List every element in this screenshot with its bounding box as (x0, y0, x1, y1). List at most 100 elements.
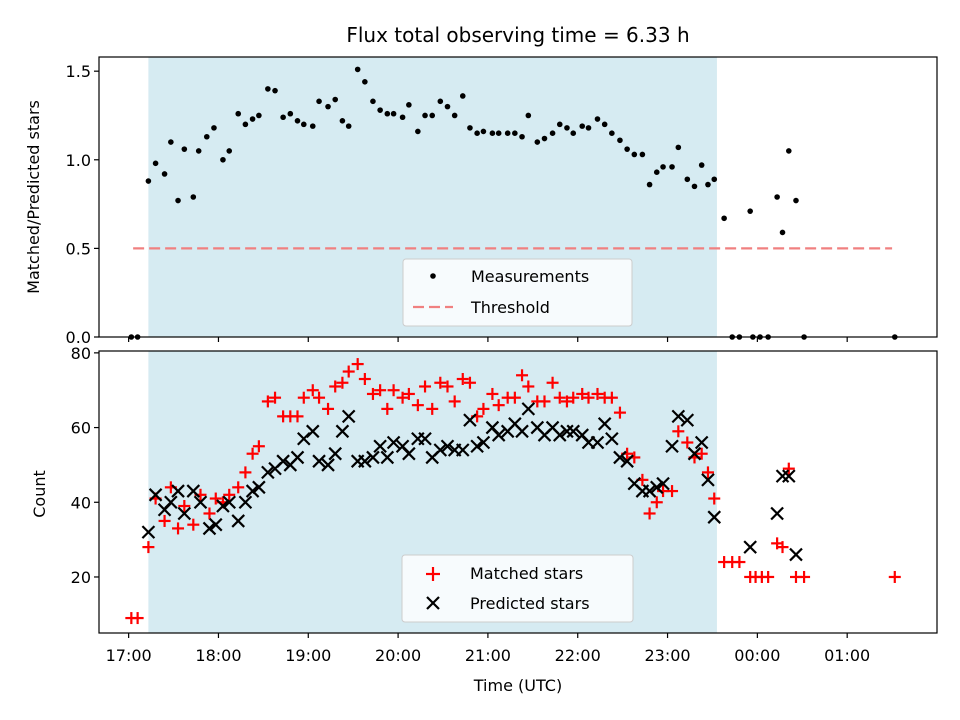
legend-threshold-label: Threshold (470, 298, 550, 317)
bottom-x-tick-label: 23:00 (644, 646, 690, 665)
matched-star-point (336, 376, 349, 389)
predicted-star-point (620, 454, 634, 468)
measurement-point (504, 130, 511, 137)
predicted-star-point (649, 480, 664, 495)
measurement-point (390, 110, 397, 117)
matched-star-point (411, 399, 424, 412)
measurement-point (272, 87, 278, 94)
measurement-point (594, 116, 601, 122)
predicted-star-point (656, 476, 670, 491)
top-y-axis-label: Matched/Predicted stars (24, 100, 43, 294)
predicted-star-point (208, 517, 223, 532)
matched-star-point (477, 402, 490, 415)
predicted-star-point (789, 547, 803, 562)
matched-star-point (798, 570, 811, 583)
matched-star-point (209, 492, 222, 505)
measurement-point (190, 194, 197, 200)
matched-star-point (538, 395, 551, 408)
measurement-point (309, 123, 316, 129)
measurement-point (203, 133, 210, 140)
predicted-star-point (335, 424, 350, 439)
count-panel: 20 40 60 80 17:00 18:00 19:00 20:00 21:00 22:00 23… (30, 344, 938, 695)
predicted-star-point (642, 484, 657, 498)
matched-star-point (313, 391, 326, 404)
predicted-star-point (687, 446, 702, 461)
measurement-point (495, 130, 502, 137)
measurement-point (669, 164, 675, 170)
measurement-point (534, 139, 541, 145)
predicted-star-point (312, 454, 326, 468)
measurement-point (467, 125, 473, 131)
matched-star-point (426, 402, 439, 415)
matched-star-point (232, 481, 245, 494)
legend-predicted-label: Predicted stars (470, 594, 590, 613)
predicted-star-point (402, 446, 416, 461)
top-y-tick-label: 0.5 (66, 239, 91, 258)
bottom-y-tick-label: 60 (71, 419, 91, 438)
matched-star-point (782, 462, 795, 475)
measurement-point (316, 98, 322, 105)
measurement-point (646, 181, 653, 188)
measurement-point (660, 164, 666, 170)
matched-star-point (486, 387, 499, 400)
measurements-series (128, 66, 898, 340)
predicted-star-point (222, 495, 237, 510)
measurement-point (480, 128, 487, 135)
matched-star-point (252, 440, 265, 453)
matched-star-point (203, 507, 216, 520)
measurement-point (399, 114, 406, 121)
matched-star-point (733, 556, 746, 569)
matched-star-point (456, 373, 469, 386)
predicted-star-point (366, 450, 380, 465)
bottom-y-tick-label: 80 (71, 344, 91, 363)
bottom-y-axis-label: Count (30, 470, 49, 518)
matched-star-point (246, 447, 259, 460)
matched-star-point (560, 395, 573, 408)
predicted-star-point (141, 525, 156, 539)
measurement-point (519, 133, 525, 140)
measurement-point (779, 229, 786, 236)
matched-star-point (381, 402, 394, 415)
matched-star-point (582, 391, 595, 404)
matched-star-point (695, 447, 708, 460)
top-legend-box (402, 258, 633, 327)
matched-star-point (681, 436, 694, 449)
measurement-point (512, 130, 518, 137)
matched-star-point (434, 376, 447, 389)
measurement-point (242, 121, 249, 128)
predicted-star-point (782, 469, 796, 483)
predicted-stars-series (141, 402, 803, 562)
measurement-point (195, 148, 202, 154)
measurement-point (429, 112, 436, 119)
legend-matched-marker (426, 567, 440, 581)
measurement-point (691, 183, 698, 190)
matched-star-point (239, 466, 252, 479)
matched-star-point (567, 391, 580, 404)
matched-star-point (142, 541, 155, 554)
measurement-point (624, 146, 630, 152)
measurement-point (609, 130, 615, 137)
predicted-star-point (305, 424, 320, 439)
matched-star-point (613, 406, 626, 419)
predicted-star-point (491, 428, 506, 442)
matched-star-point (553, 391, 566, 404)
predicted-star-point (186, 484, 201, 498)
matched-star-point (516, 369, 529, 382)
top-ticks: 0.0 0.5 1.0 1.5 (66, 62, 848, 347)
measurement-point (721, 215, 727, 222)
measurement-point (564, 125, 570, 131)
measurement-point (653, 169, 660, 175)
measurement-point (675, 144, 682, 151)
measurement-point (525, 112, 532, 119)
matched-star-point (576, 387, 589, 400)
bottom-y-tick-label: 20 (71, 568, 91, 587)
measurement-point (489, 130, 496, 137)
predicted-star-point (171, 484, 185, 498)
measurement-point (362, 79, 368, 85)
predicted-star-point (515, 424, 529, 439)
predicted-star-point (440, 439, 455, 454)
legend-matched-label: Matched stars (470, 564, 583, 583)
matched-star-point (441, 380, 454, 393)
matched-star-point (306, 384, 319, 397)
matched-star-point (396, 391, 409, 404)
